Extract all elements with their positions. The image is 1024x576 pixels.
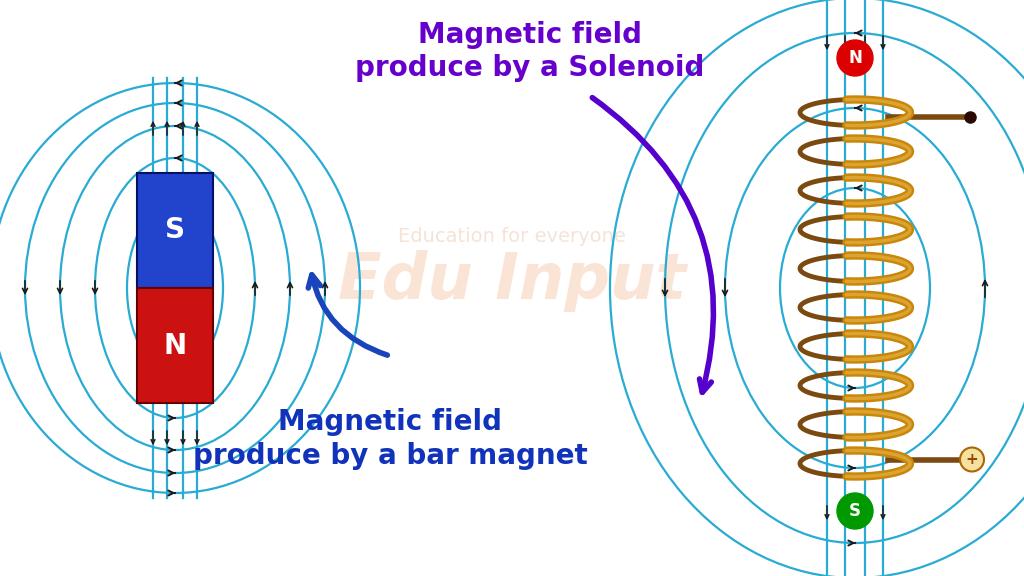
Text: Edu Input: Edu Input bbox=[338, 250, 686, 312]
Text: +: + bbox=[966, 452, 978, 467]
Text: Magnetic field
produce by a bar magnet: Magnetic field produce by a bar magnet bbox=[193, 408, 588, 469]
Text: S: S bbox=[165, 217, 185, 244]
Text: Magnetic field
produce by a Solenoid: Magnetic field produce by a Solenoid bbox=[355, 21, 705, 82]
Circle shape bbox=[837, 493, 873, 529]
Text: S: S bbox=[849, 502, 861, 520]
Text: Education for everyone: Education for everyone bbox=[398, 226, 626, 245]
Circle shape bbox=[837, 40, 873, 76]
Text: N: N bbox=[164, 332, 186, 359]
Circle shape bbox=[961, 448, 984, 472]
Bar bbox=[137, 173, 213, 288]
Bar bbox=[137, 288, 213, 403]
Text: N: N bbox=[848, 49, 862, 67]
